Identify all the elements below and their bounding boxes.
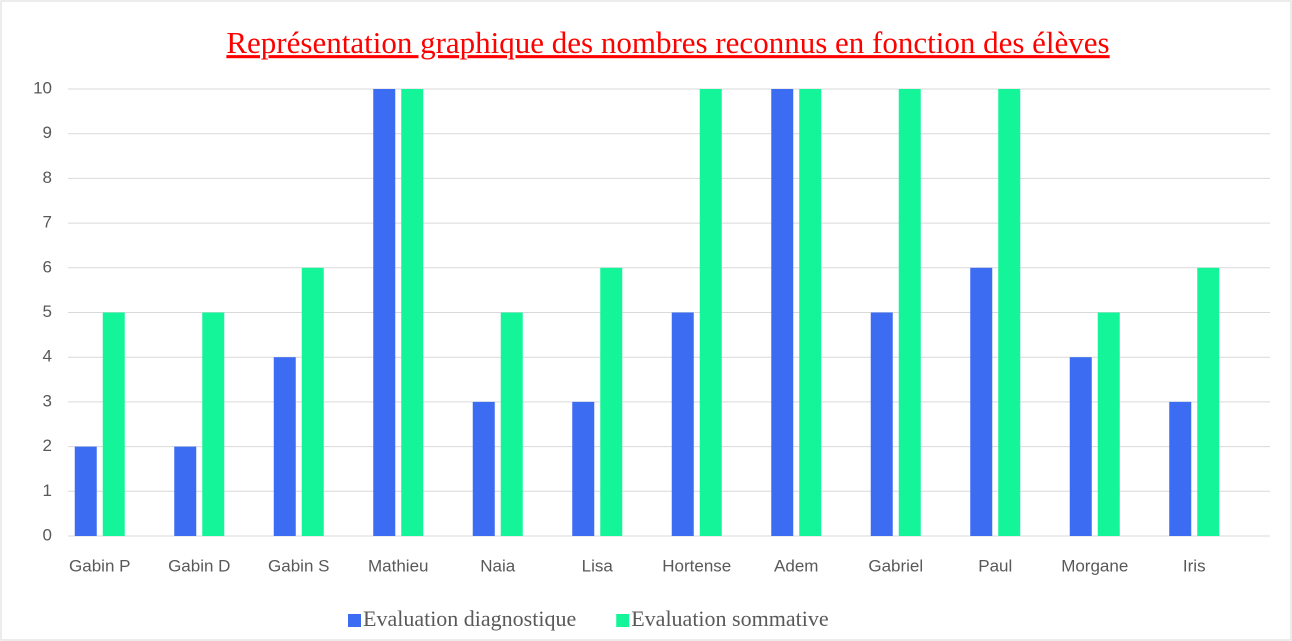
y-tick-label: 10 xyxy=(33,78,52,97)
x-tick-label: Paul xyxy=(978,556,1012,575)
y-tick-label: 1 xyxy=(43,481,52,500)
y-tick-label: 5 xyxy=(43,302,52,321)
bar xyxy=(998,89,1021,536)
bar xyxy=(472,401,495,536)
bar xyxy=(273,357,296,536)
legend-swatch xyxy=(348,614,361,627)
bar xyxy=(1069,357,1092,536)
x-tick-label: Gabin D xyxy=(168,556,230,575)
bar xyxy=(870,312,893,536)
bar xyxy=(1097,312,1120,536)
x-tick-label: Morgane xyxy=(1061,556,1128,575)
y-tick-label: 4 xyxy=(43,347,52,366)
y-tick-label: 9 xyxy=(43,123,52,142)
x-tick-label: Naia xyxy=(480,556,516,575)
legend-label: Evaluation sommative xyxy=(631,606,828,631)
bar xyxy=(970,267,993,536)
x-tick-label: Gabin S xyxy=(268,556,329,575)
legend-label: Evaluation diagnostique xyxy=(363,606,576,631)
x-tick-label: Gabin P xyxy=(69,556,130,575)
bar xyxy=(500,312,523,536)
bar xyxy=(102,312,125,536)
y-tick-label: 7 xyxy=(43,213,52,232)
bar xyxy=(898,89,921,536)
bar xyxy=(799,89,822,536)
x-tick-label: Gabriel xyxy=(868,556,923,575)
bar xyxy=(202,312,225,536)
x-tick-label: Hortense xyxy=(662,556,731,575)
bar xyxy=(671,312,694,536)
legend-swatch xyxy=(616,614,630,627)
bar xyxy=(401,89,424,536)
y-tick-label: 6 xyxy=(43,257,52,276)
x-tick-label: Iris xyxy=(1183,556,1206,575)
x-tick-label: Mathieu xyxy=(368,556,428,575)
bar xyxy=(1197,267,1220,536)
bar xyxy=(771,89,794,536)
x-tick-label: Lisa xyxy=(582,556,614,575)
y-tick-label: 0 xyxy=(43,525,52,544)
y-tick-label: 8 xyxy=(43,168,52,187)
y-tick-label: 3 xyxy=(43,391,52,410)
bar xyxy=(699,89,722,536)
bar xyxy=(572,401,595,536)
x-tick-label: Adem xyxy=(774,556,818,575)
bar xyxy=(74,446,97,536)
y-tick-label: 2 xyxy=(43,436,52,455)
bar xyxy=(174,446,197,536)
bar xyxy=(600,267,623,536)
bar xyxy=(301,267,324,536)
bar xyxy=(373,89,396,536)
chart-title: Représentation graphique des nombres rec… xyxy=(226,25,1109,60)
bar xyxy=(1169,401,1192,536)
